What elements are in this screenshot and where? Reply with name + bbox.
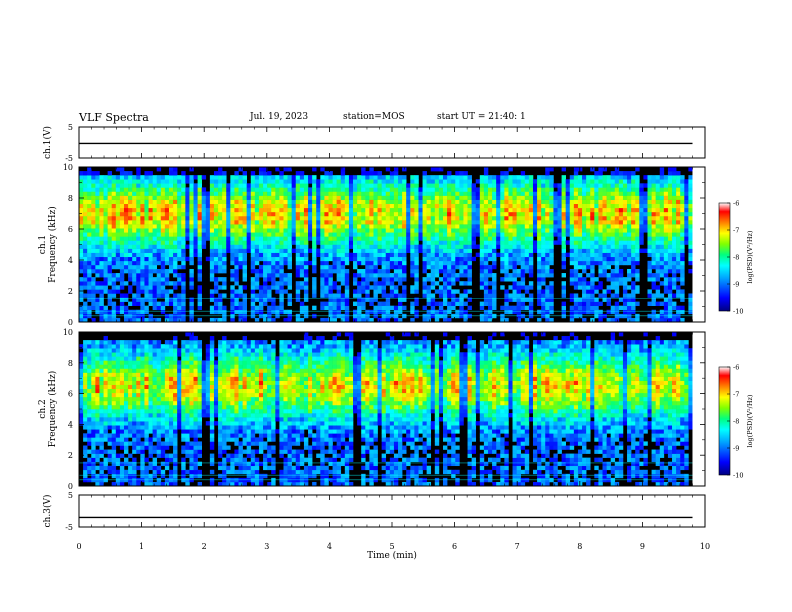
start-time-label: start UT = 21:40: 1 [437, 112, 526, 122]
colorbar-tick-label: -10 [733, 472, 743, 480]
y-tick-label: -5 [65, 154, 73, 163]
y-tick-label: 8 [68, 194, 73, 203]
y-axis-label: Frequency (kHz) [47, 206, 58, 283]
y-tick-label: 10 [63, 163, 73, 172]
colorbar-tick-label: -7 [733, 391, 739, 399]
ch1-waveform-panel: 5 -5 ch.1(V) [42, 123, 706, 163]
x-tick-label: 2 [202, 542, 207, 551]
x-axis-label: Time (min) [367, 550, 417, 561]
x-tick-label: 4 [327, 542, 332, 551]
colorbar: -6 -7 -8 -9 -10 log(PSD)(V²/Hz) [718, 200, 754, 316]
colorbar-tick-label: -6 [733, 200, 739, 208]
ch3-waveform-panel: 5 -5 ch.3(V) 0 1 2 3 4 5 6 7 8 9 10 Time (min) [42, 491, 710, 561]
y-axis-label: ch.1 [38, 235, 48, 254]
ch1-spectrogram-panel: 0 2 4 6 8 10 ch.1 Frequency (kHz) -6 -7 -8 -9 -10 log… [38, 163, 754, 327]
station-label: station=MOS [343, 112, 405, 122]
colorbar-label: log(PSD)(V²/Hz) [746, 394, 754, 447]
colorbar-tick-label: -8 [733, 418, 739, 426]
y-tick-label: 2 [68, 451, 73, 460]
y-tick-label: 5 [68, 491, 73, 500]
x-tick-label: 3 [264, 542, 269, 551]
x-tick-label: 9 [640, 542, 645, 551]
y-tick-label: 4 [68, 420, 73, 429]
colorbar-tick-label: -7 [733, 227, 739, 235]
y-tick-label: 8 [68, 359, 73, 368]
x-tick-label: 10 [700, 542, 710, 551]
y-tick-label: 10 [63, 328, 73, 337]
colorbar-tick-label: -8 [733, 254, 739, 262]
y-tick-label: 5 [68, 123, 73, 132]
y-tick-label: 6 [68, 225, 73, 234]
x-tick-label: 6 [452, 542, 457, 551]
y-tick-label: 4 [68, 256, 73, 265]
colorbar-label: log(PSD)(V²/Hz) [746, 230, 754, 283]
no-data-region [692, 332, 705, 486]
y-axis-label: ch.3(V) [42, 495, 53, 528]
y-axis-label: ch.1(V) [42, 126, 53, 159]
colorbar: -6 -7 -8 -9 -10 log(PSD)(V²/Hz) [718, 364, 754, 480]
y-tick-label: 0 [68, 482, 73, 491]
colorbar-tick-label: -9 [733, 281, 739, 289]
y-axis-label: Frequency (kHz) [47, 371, 58, 448]
x-tick-label: 7 [515, 542, 520, 551]
figure-title: VLF Spectra [79, 111, 149, 124]
x-tick-label: 1 [139, 542, 144, 551]
colorbar-tick-label: -10 [733, 308, 743, 316]
x-tick-label: 5 [389, 542, 394, 551]
y-tick-label: 6 [68, 390, 73, 399]
y-tick-label: 0 [68, 318, 73, 327]
date-label: Jul. 19, 2023 [250, 112, 309, 122]
x-tick-label: 8 [577, 542, 582, 551]
ch2-spectrogram-panel: 0 2 4 6 8 10 ch.2 Frequency (kHz) -6 -7 -8 -9 -10 log… [38, 328, 754, 491]
no-data-region [692, 167, 705, 322]
colorbar-tick-label: -6 [733, 364, 739, 372]
y-axis-label: ch.2 [38, 399, 48, 418]
colorbar-tick-label: -9 [733, 445, 739, 453]
y-tick-label: -5 [65, 523, 73, 532]
x-tick-label: 0 [76, 542, 81, 551]
y-tick-label: 2 [68, 287, 73, 296]
